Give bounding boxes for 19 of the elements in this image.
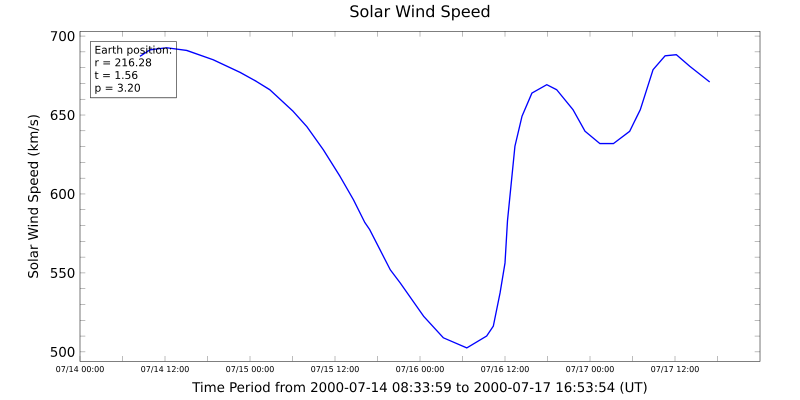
- annotation: t = 1.56: [94, 71, 138, 80]
- x-tick-label: 07/16 12:00: [481, 366, 529, 373]
- x-tick-label: 07/14 12:00: [141, 366, 189, 373]
- x-axis-title: Time Period from 2000-07-14 08:33:59 to 2000-07-17 16:53:54 (UT): [192, 382, 647, 394]
- x-tick-label: 07/15 12:00: [311, 366, 359, 373]
- y-axis-title: Solar Wind Speed (km/s): [28, 115, 41, 278]
- annotation: p = 3.20: [95, 84, 140, 94]
- x-tick-label: 07/15 00:00: [226, 366, 274, 373]
- y-tick-label: 500: [50, 346, 74, 357]
- chart-title: Solar Wind Speed: [350, 4, 490, 20]
- x-tick-label: 07/14 00:00: [56, 366, 104, 373]
- y-tick-label: 650: [50, 110, 74, 120]
- x-tick-label: 07/17 00:00: [566, 366, 614, 373]
- y-tick-label: 600: [50, 188, 74, 200]
- annotation: r = 216.28: [95, 58, 152, 66]
- x-tick-label: 07/16 00:00: [396, 366, 444, 373]
- x-tick-label: 07/17 12:00: [651, 366, 699, 373]
- y-tick-label: 700: [50, 31, 74, 42]
- y-tick-label: 550: [50, 268, 74, 278]
